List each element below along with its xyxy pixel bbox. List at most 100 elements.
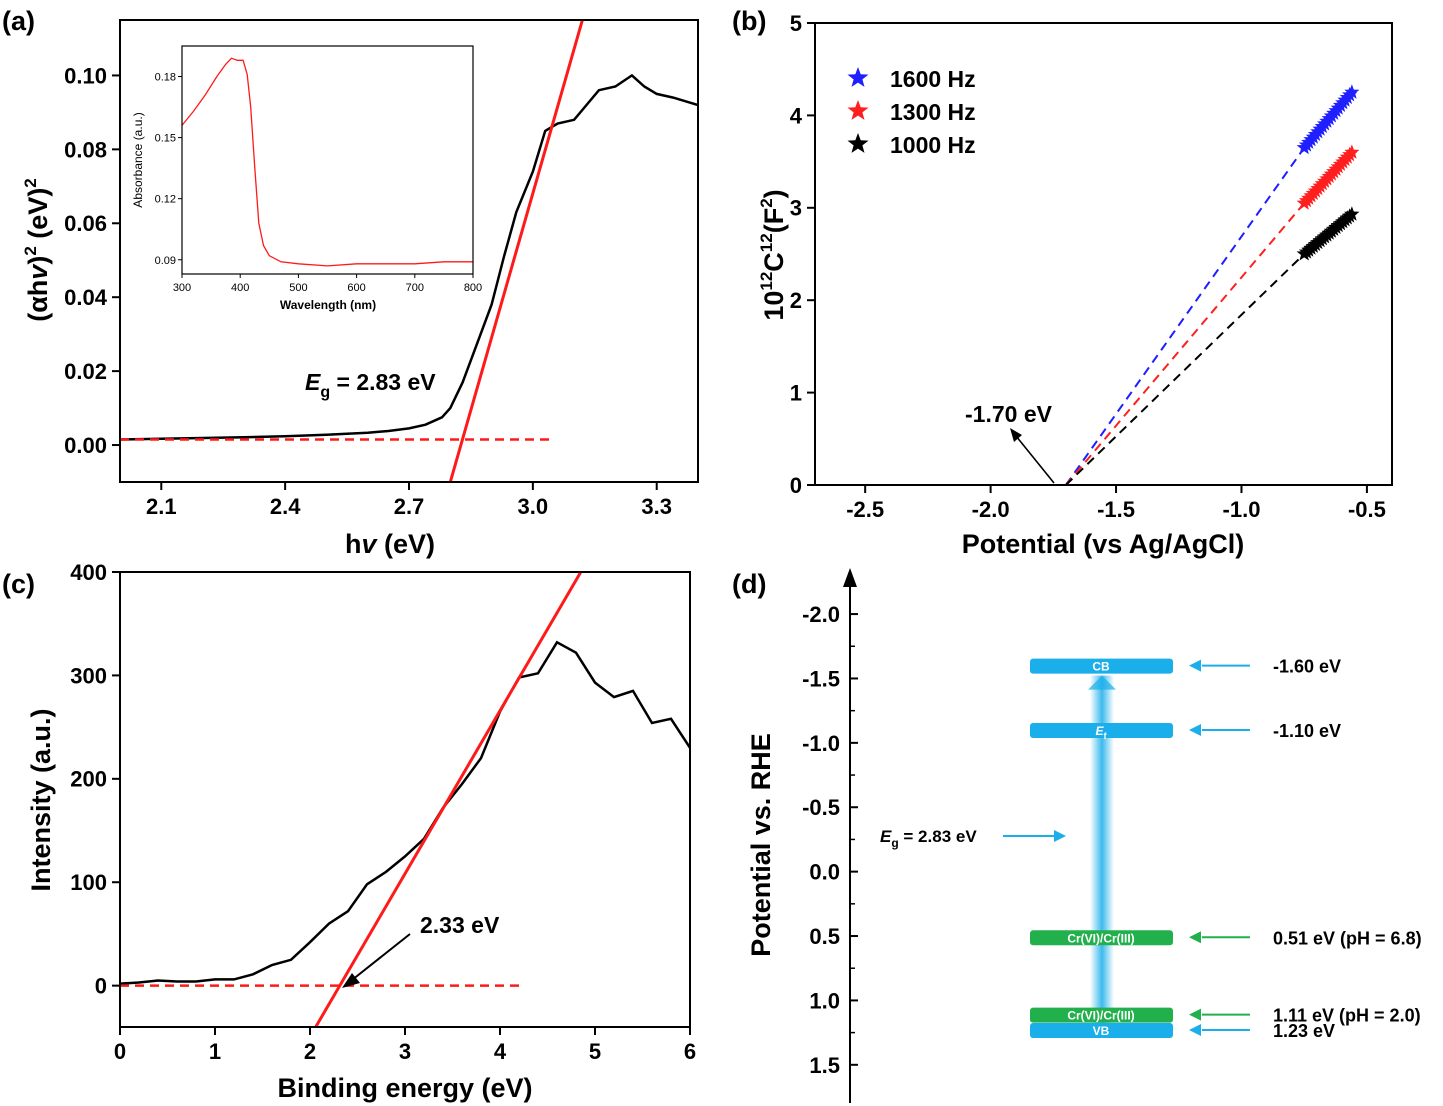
panel-c-xtick-label: 4 <box>494 1039 507 1064</box>
panel-b-extrapolation-line <box>1065 147 1306 486</box>
panel-d-level-label: Cr(VI)/Cr(III) <box>1067 931 1134 945</box>
panel-d-level-bar <box>1030 1007 1173 1023</box>
inset-xtick-label: 500 <box>289 282 307 294</box>
panel-c-xtick-label: 5 <box>589 1039 601 1064</box>
panel-a-xtick-label: 3.0 <box>518 494 549 519</box>
panel-d-ytick-label: 1.0 <box>809 988 840 1013</box>
panel-a-ylabel: (αhv)2 (eV)2 <box>21 178 53 322</box>
panel-label-d: (d) <box>732 569 766 599</box>
panel-d-ytick-label: -1.0 <box>802 731 840 756</box>
panel-d-level-annotation: 1.11 eV (pH = 2.0) <box>1273 1006 1421 1026</box>
panel-c: 0 1 2 3 4 5 6 0 100 200 300 400 Binding energy (eV)… <box>26 560 696 1103</box>
panel-d-level-arrowhead <box>1189 1024 1201 1037</box>
panel-d-level-annotation: -1.10 eV <box>1273 721 1341 741</box>
panel-d-level-annotation: 0.51 eV (pH = 6.8) <box>1273 928 1422 948</box>
panel-b-ytick-label: 5 <box>790 11 802 36</box>
panel-b-frame <box>814 22 1393 486</box>
panel-c-xtick-label: 3 <box>399 1039 411 1064</box>
panel-d-ytick-label: -0.5 <box>802 795 840 820</box>
panel-b-xtick-label: -2.5 <box>846 497 884 522</box>
inset-ylabel: Absorbance (a.u.) <box>131 112 145 207</box>
panel-b-ytick-label: 0 <box>790 473 802 498</box>
inset-absorbance-line <box>181 57 473 267</box>
panel-b-annotation-arrowhead <box>1010 428 1022 442</box>
panel-b-point <box>1344 84 1360 99</box>
panel-d-level-bar <box>1030 930 1173 946</box>
panel-b-point <box>1344 206 1360 221</box>
panel-b-legend-label: 1600 Hz <box>890 66 976 92</box>
panel-a-xtick-label: 2.1 <box>146 494 177 519</box>
panel-a-ytick-label: 0.08 <box>64 137 107 162</box>
panel-d-level-arrowhead <box>1189 723 1201 736</box>
panel-b-annotation: -1.70 eV <box>965 401 1053 427</box>
panel-label-c: (c) <box>2 569 35 599</box>
panel-a-xtick-label: 3.3 <box>641 494 672 519</box>
panel-c-ticks: 0 1 2 3 4 5 6 0 100 200 300 400 <box>70 560 696 1064</box>
panel-b-ytick-label: 2 <box>790 288 802 313</box>
panel-a-ytick-label: 0.10 <box>64 63 107 88</box>
panel-d-ytick-label: 1.5 <box>809 1053 840 1078</box>
panel-a-xtick-label: 2.7 <box>394 494 425 519</box>
panel-b-series <box>1065 84 1360 486</box>
panel-d-level-annotation: -1.60 eV <box>1273 657 1341 677</box>
panel-c-ytick-label: 0 <box>95 974 107 999</box>
panel-a: 2.1 2.4 2.7 3.0 3.30.000.020.040.060.080.10 … <box>21 19 699 559</box>
panel-b-extrapolation-line <box>1065 202 1305 486</box>
panel-d-gap-label: Eg = 2.83 eV <box>880 827 977 850</box>
inset-xtick-label: 800 <box>464 282 482 294</box>
panel-a-ticks: 2.1 2.4 2.7 3.0 3.3 0.00 0.02 0.04 0.06 0.08 0.10 <box>64 63 672 519</box>
inset-background <box>182 46 473 274</box>
panel-c-annotation-arrow <box>351 933 411 981</box>
panel-c-xtick-label: 1 <box>209 1039 221 1064</box>
panel-a-ytick-label: 0.04 <box>64 285 108 310</box>
panel-b-legend-marker <box>847 133 869 153</box>
panel-d-ticks: -2.0 -1.5 -1.0 -0.5 0.0 0.5 1.0 1.5 <box>802 602 858 1078</box>
panel-d-ytick-label: -1.5 <box>802 666 840 691</box>
panel-d-gap-arrowhead <box>1054 830 1066 842</box>
panel-b-legend-label: 1000 Hz <box>890 132 976 158</box>
inset-xtick-label: 400 <box>231 282 249 294</box>
panel-label-a: (a) <box>2 6 35 36</box>
panel-a-xlabel: hv (eV) <box>345 529 435 559</box>
panel-b-legend-marker <box>847 100 869 120</box>
panel-b-annotation-arrow <box>1015 435 1055 484</box>
panel-c-xtick-label: 2 <box>304 1039 316 1064</box>
inset-series <box>181 57 473 267</box>
panel-b-extrapolation-line <box>1065 253 1305 486</box>
panel-d-level-bar <box>1030 658 1173 674</box>
inset-xtick-label: 700 <box>406 282 424 294</box>
panel-d: -2.0 -1.5 -1.0 -0.5 0.0 0.5 1.0 1.5 Potential v… <box>746 568 1422 1103</box>
panel-c-xlabel: Binding energy (eV) <box>277 1073 532 1103</box>
inset-ytick-label: 0.18 <box>155 72 176 84</box>
panel-b-ytick-label: 4 <box>790 103 803 128</box>
panel-d-level-label: CB <box>1092 660 1110 674</box>
inset-xlabel: Wavelength (nm) <box>280 298 376 312</box>
panel-b-xlabel: Potential (vs Ag/AgCl) <box>962 529 1245 559</box>
panel-b-xtick-label: -1.5 <box>1097 497 1135 522</box>
panel-c-annotation-arrowhead <box>342 973 360 988</box>
panel-b-xtick-label: -1.0 <box>1223 497 1261 522</box>
inset-ytick-label: 0.09 <box>155 255 176 267</box>
panel-d-excitation-arrowhead <box>1088 675 1116 690</box>
panel-b-ticks: -2.5 -2.0 -1.5 -1.0 -0.5 0 1 2 3 4 5 <box>790 11 1386 522</box>
panel-c-annotation: 2.33 eV <box>420 912 500 938</box>
panel-b: -2.5 -2.0 -1.5 -1.0 -0.5 0 1 2 3 4 5 Potential (vs… <box>757 11 1393 559</box>
panel-a-ytick-label: 0.06 <box>64 211 107 236</box>
panel-d-levels: CB -1.60 eV Ef -1.10 eV Cr(VI)/Cr(III) 0.51 e… <box>1030 657 1422 1041</box>
panel-d-level-arrowhead <box>1189 1008 1201 1021</box>
panel-c-xtick-label: 0 <box>114 1039 126 1064</box>
inset-frame <box>181 45 474 275</box>
inset-ytick-label: 0.15 <box>155 133 176 145</box>
panel-d-axis-arrowhead <box>843 568 857 587</box>
panel-a-ytick-label: 0.00 <box>64 433 107 458</box>
panel-d-level-arrowhead <box>1189 659 1201 672</box>
panel-c-ytick-label: 400 <box>70 560 107 585</box>
panel-c-xtick-label: 6 <box>684 1039 696 1064</box>
panel-a-annotation: Eg = 2.83 eV <box>305 369 436 401</box>
panel-d-ylabel: Potential vs. RHE <box>746 733 776 957</box>
panel-d-ytick-label: 0.5 <box>809 924 840 949</box>
panel-a-inset: 300 400 500 600 700 800 0.09 0.12 0.15 0.18 Wavel… <box>131 45 482 312</box>
panel-b-ytick-label: 3 <box>790 196 802 221</box>
panel-c-frame <box>119 571 691 1028</box>
